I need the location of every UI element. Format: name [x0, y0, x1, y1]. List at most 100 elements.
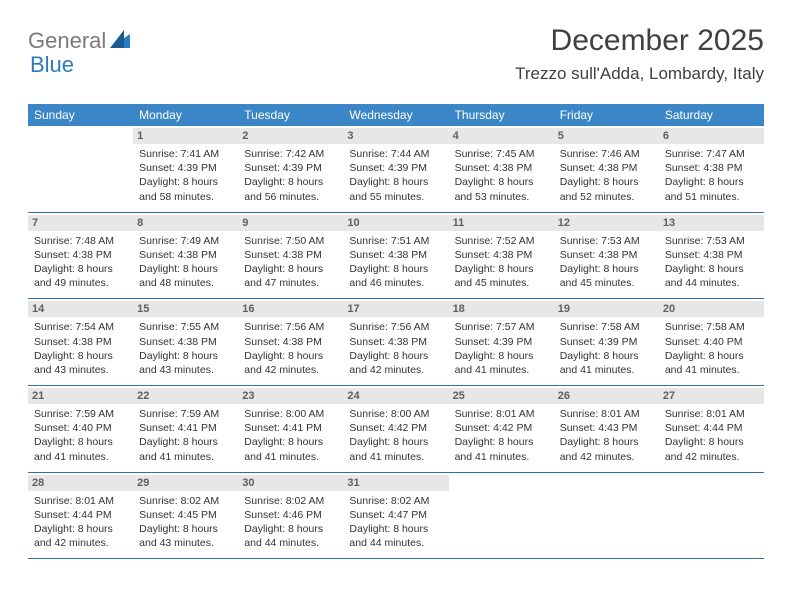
day-number: 9 — [238, 215, 343, 231]
week-row: 14Sunrise: 7:54 AMSunset: 4:38 PMDayligh… — [28, 299, 764, 386]
day-info-line: Sunset: 4:47 PM — [349, 508, 442, 522]
day-info-line: Daylight: 8 hours — [455, 349, 548, 363]
day-info-line: and 41 minutes. — [244, 450, 337, 464]
day-info-line: and 58 minutes. — [139, 190, 232, 204]
day-cell: 26Sunrise: 8:01 AMSunset: 4:43 PMDayligh… — [554, 386, 659, 472]
day-info-line: Daylight: 8 hours — [665, 262, 758, 276]
month-title: December 2025 — [515, 24, 764, 58]
day-info-line: Sunset: 4:38 PM — [34, 335, 127, 349]
day-info-line: Sunset: 4:38 PM — [560, 248, 653, 262]
day-info-line: Daylight: 8 hours — [139, 435, 232, 449]
day-number: 27 — [659, 388, 764, 404]
day-info-line: and 44 minutes. — [665, 276, 758, 290]
day-info-line: Daylight: 8 hours — [349, 262, 442, 276]
day-info-line: Daylight: 8 hours — [349, 349, 442, 363]
day-info-line: Daylight: 8 hours — [244, 349, 337, 363]
day-info-line: Sunrise: 8:00 AM — [349, 407, 442, 421]
day-cell: 30Sunrise: 8:02 AMSunset: 4:46 PMDayligh… — [238, 473, 343, 559]
logo-mark-icon — [110, 30, 130, 53]
day-cell: 19Sunrise: 7:58 AMSunset: 4:39 PMDayligh… — [554, 299, 659, 385]
day-info-line: Sunrise: 7:54 AM — [34, 320, 127, 334]
day-cell: 8Sunrise: 7:49 AMSunset: 4:38 PMDaylight… — [133, 213, 238, 299]
day-info-line: Daylight: 8 hours — [244, 175, 337, 189]
day-info-line: Sunrise: 7:53 AM — [665, 234, 758, 248]
day-info-line: Sunrise: 7:56 AM — [349, 320, 442, 334]
day-info-line: Daylight: 8 hours — [244, 435, 337, 449]
day-info-line: and 53 minutes. — [455, 190, 548, 204]
day-cell: 28Sunrise: 8:01 AMSunset: 4:44 PMDayligh… — [28, 473, 133, 559]
day-info-line: Sunset: 4:38 PM — [665, 248, 758, 262]
week-row: 21Sunrise: 7:59 AMSunset: 4:40 PMDayligh… — [28, 386, 764, 473]
day-info-line: and 41 minutes. — [34, 450, 127, 464]
day-info-line: Daylight: 8 hours — [665, 175, 758, 189]
day-number: 24 — [343, 388, 448, 404]
weeks-container: 1Sunrise: 7:41 AMSunset: 4:39 PMDaylight… — [28, 126, 764, 559]
day-info-line: Daylight: 8 hours — [665, 435, 758, 449]
day-cell: 10Sunrise: 7:51 AMSunset: 4:38 PMDayligh… — [343, 213, 448, 299]
day-cell: 31Sunrise: 8:02 AMSunset: 4:47 PMDayligh… — [343, 473, 448, 559]
day-number: 5 — [554, 128, 659, 144]
day-info-line: Sunrise: 8:02 AM — [244, 494, 337, 508]
day-cell: 23Sunrise: 8:00 AMSunset: 4:41 PMDayligh… — [238, 386, 343, 472]
day-info-line: Sunrise: 7:46 AM — [560, 147, 653, 161]
logo-text-general: General — [28, 28, 106, 54]
calendar: SundayMondayTuesdayWednesdayThursdayFrid… — [28, 104, 764, 559]
day-number: 25 — [449, 388, 554, 404]
day-info-line: Sunrise: 7:56 AM — [244, 320, 337, 334]
day-info-line: Sunset: 4:45 PM — [139, 508, 232, 522]
day-info-line: Sunrise: 8:00 AM — [244, 407, 337, 421]
dow-cell: Tuesday — [238, 104, 343, 126]
day-info-line: Sunrise: 7:52 AM — [455, 234, 548, 248]
logo: General — [28, 28, 132, 54]
day-info-line: and 42 minutes. — [665, 450, 758, 464]
dow-cell: Thursday — [449, 104, 554, 126]
day-info-line: and 45 minutes. — [560, 276, 653, 290]
day-info-line: Sunrise: 7:58 AM — [560, 320, 653, 334]
day-info-line: Daylight: 8 hours — [560, 175, 653, 189]
day-info-line: Sunrise: 7:49 AM — [139, 234, 232, 248]
day-info-line: and 45 minutes. — [455, 276, 548, 290]
day-info-line: Sunrise: 7:45 AM — [455, 147, 548, 161]
day-cell: 13Sunrise: 7:53 AMSunset: 4:38 PMDayligh… — [659, 213, 764, 299]
day-info-line: and 42 minutes. — [34, 536, 127, 550]
day-number: 10 — [343, 215, 448, 231]
day-info-line: Daylight: 8 hours — [139, 349, 232, 363]
day-number: 28 — [28, 475, 133, 491]
day-info-line: Sunset: 4:41 PM — [244, 421, 337, 435]
day-info-line: Sunset: 4:40 PM — [34, 421, 127, 435]
day-info-line: and 41 minutes. — [455, 450, 548, 464]
day-cell: 11Sunrise: 7:52 AMSunset: 4:38 PMDayligh… — [449, 213, 554, 299]
day-info-line: Sunrise: 8:01 AM — [665, 407, 758, 421]
day-info-line: Sunrise: 7:53 AM — [560, 234, 653, 248]
week-row: 28Sunrise: 8:01 AMSunset: 4:44 PMDayligh… — [28, 473, 764, 560]
day-info-line: and 47 minutes. — [244, 276, 337, 290]
day-info-line: Sunset: 4:38 PM — [560, 161, 653, 175]
day-cell-empty — [659, 473, 764, 559]
dow-cell: Sunday — [28, 104, 133, 126]
day-cell: 17Sunrise: 7:56 AMSunset: 4:38 PMDayligh… — [343, 299, 448, 385]
day-of-week-header: SundayMondayTuesdayWednesdayThursdayFrid… — [28, 104, 764, 126]
logo-text-blue: Blue — [30, 52, 74, 77]
day-cell: 7Sunrise: 7:48 AMSunset: 4:38 PMDaylight… — [28, 213, 133, 299]
day-info-line: Sunrise: 7:59 AM — [34, 407, 127, 421]
day-info-line: Daylight: 8 hours — [455, 175, 548, 189]
day-info-line: Sunset: 4:38 PM — [455, 248, 548, 262]
day-number: 7 — [28, 215, 133, 231]
day-info-line: Sunset: 4:39 PM — [349, 161, 442, 175]
day-info-line: and 55 minutes. — [349, 190, 442, 204]
day-info-line: Daylight: 8 hours — [349, 435, 442, 449]
day-number: 4 — [449, 128, 554, 144]
day-info-line: Sunset: 4:38 PM — [34, 248, 127, 262]
day-info-line: Sunrise: 7:50 AM — [244, 234, 337, 248]
day-info-line: Sunset: 4:39 PM — [244, 161, 337, 175]
day-number: 8 — [133, 215, 238, 231]
day-number: 15 — [133, 301, 238, 317]
week-row: 1Sunrise: 7:41 AMSunset: 4:39 PMDaylight… — [28, 126, 764, 213]
day-info-line: and 42 minutes. — [349, 363, 442, 377]
day-info-line: and 44 minutes. — [349, 536, 442, 550]
day-number: 2 — [238, 128, 343, 144]
day-info-line: and 44 minutes. — [244, 536, 337, 550]
day-number: 31 — [343, 475, 448, 491]
day-info-line: Sunset: 4:39 PM — [560, 335, 653, 349]
day-info-line: Sunrise: 7:58 AM — [665, 320, 758, 334]
